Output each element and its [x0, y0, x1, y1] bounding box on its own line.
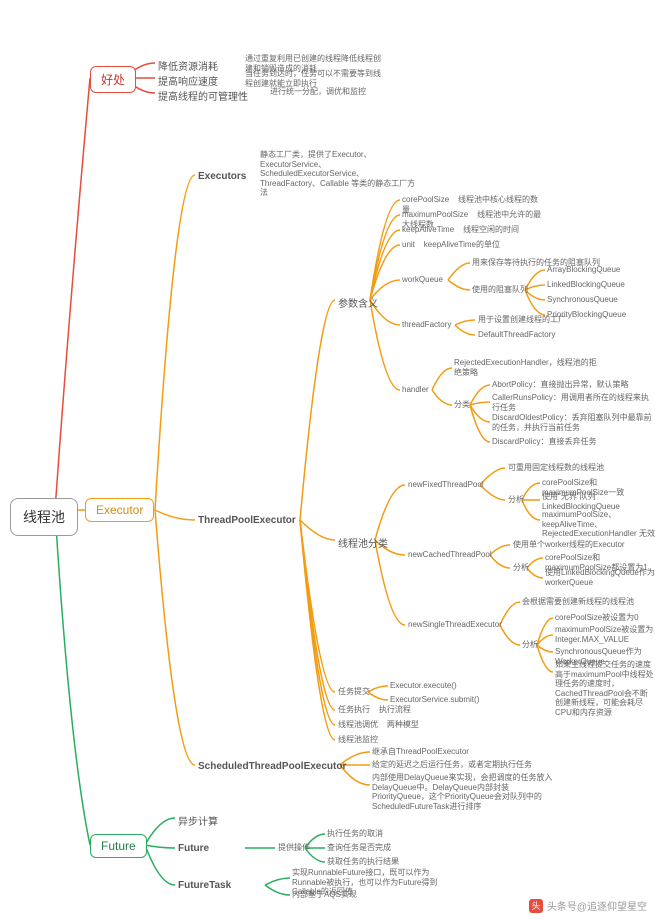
stpe-2: 给定的延迟之后运行任务，或者定期执行任务	[372, 760, 532, 770]
wq-q2: LinkedBlockingQueue	[547, 280, 625, 290]
pol-2: CallerRunsPolicy：用调用者所在的线程来执行任务	[492, 393, 652, 412]
benefit-3: 提高线程的可管理性	[158, 87, 248, 104]
futuretask[interactable]: FutureTask	[178, 879, 231, 892]
pol-1: AbortPolicy：直接抛出异常，默认策略	[492, 380, 628, 390]
pool1-i2: 使用"无界"队列 LinkedBlockingQueue	[542, 492, 652, 511]
executors-desc: 静态工厂类，提供了Executor、ExecutorService、Schedu…	[260, 150, 420, 198]
pool1-i3: maximumPoolSize、keepAliveTime、RejectedEx…	[542, 510, 655, 539]
stpe[interactable]: ScheduledThreadPoolExecutor	[198, 760, 346, 773]
exec: 任务执行 执行流程	[338, 705, 411, 715]
stpe-3: 内部使用DelayQueue来实现，会把调度的任务放入DelayQueue中。D…	[372, 773, 562, 811]
async: 异步计算	[178, 812, 218, 829]
pool3-i2: maximumPoolSize被设置为Integer.MAX_VALUE	[555, 625, 655, 644]
p-wq-d2: 使用的阻塞队列	[472, 285, 528, 295]
wq-q1: ArrayBlockingQueue	[547, 265, 620, 275]
pool3-cat: 分析	[522, 640, 538, 650]
p-unit: unit keepAliveTime的单位	[402, 240, 500, 250]
submit-1: Executor.execute()	[390, 681, 457, 691]
p-handler-cat: 分类	[454, 400, 470, 410]
branch-executor[interactable]: Executor	[85, 498, 154, 522]
future[interactable]: Future	[178, 842, 209, 855]
future-op: 提供操作	[278, 843, 310, 853]
pool2-d: 使用单个worker线程的Executor	[513, 540, 625, 550]
stpe-1: 继承自ThreadPoolExecutor	[372, 747, 469, 757]
tune: 线程池调优 两种模型	[338, 720, 419, 730]
mon: 线程池监控	[338, 735, 378, 745]
ft-2: 内部基于AQS实现	[292, 890, 357, 900]
benefit-3-desc: 进行统一分配，调优和监控	[270, 87, 366, 97]
p-tf-d2: DefaultThreadFactory	[478, 330, 555, 340]
pool1: newFixedThreadPool	[408, 480, 484, 490]
pool3: newSingleThreadExecutor	[408, 620, 502, 630]
future-i2: 查询任务是否完成	[327, 843, 391, 853]
tpe[interactable]: ThreadPoolExecutor	[198, 514, 296, 527]
p-kat: keepAliveTime 线程空闲的时间	[402, 225, 519, 235]
executors[interactable]: Executors	[198, 170, 246, 183]
root-node[interactable]: 线程池	[10, 498, 78, 536]
p-handler: handler	[402, 385, 429, 395]
pools[interactable]: 线程池分类	[338, 534, 388, 551]
submit: 任务提交	[338, 687, 370, 697]
p-wq: workQueue	[402, 275, 443, 285]
watermark-icon: 头	[529, 899, 543, 913]
pool2: newCachedThreadPool	[408, 550, 492, 560]
submit-2: ExecutorService.submit()	[390, 695, 479, 705]
p-tf-d1: 用于设置创建线程的工厂	[478, 315, 566, 325]
watermark: 头头条号@追逐仰望星空	[529, 898, 647, 913]
future-i1: 执行任务的取消	[327, 829, 383, 839]
pool3-i4: 如果主线程提交任务的速度高于maximumPool中线程处理任务的速度时，Cac…	[555, 660, 655, 718]
pool2-i2: 使用LinkedBlockingQueue作为workerQueue	[545, 568, 655, 587]
pool3-i1: corePoolSize被设置为0	[555, 613, 639, 623]
branch-future[interactable]: Future	[90, 834, 147, 858]
future-i3: 获取任务的执行结果	[327, 857, 399, 867]
pool2-cat: 分析	[513, 563, 529, 573]
params[interactable]: 参数含义	[338, 294, 378, 311]
pool1-d: 可重用固定线程数的线程池	[508, 463, 604, 473]
branch-benefits[interactable]: 好处	[90, 66, 136, 93]
pol-4: DiscardPolicy：直接丢弃任务	[492, 437, 596, 447]
pol-3: DiscardOldestPolicy：丢弃阻塞队列中最靠前的任务，并执行当前任…	[492, 413, 652, 432]
pool1-cat: 分析	[508, 495, 524, 505]
pool3-d: 会根据需要创建新线程的线程池	[522, 597, 634, 607]
p-handler-d: RejectedExecutionHandler，线程池的拒绝策略	[454, 358, 604, 377]
p-tf: threadFactory	[402, 320, 451, 330]
wq-q3: SynchronousQueue	[547, 295, 618, 305]
benefit-2-desc: 当任务到达时，任务可以不需要等到线程创建就能立即执行	[245, 69, 385, 88]
